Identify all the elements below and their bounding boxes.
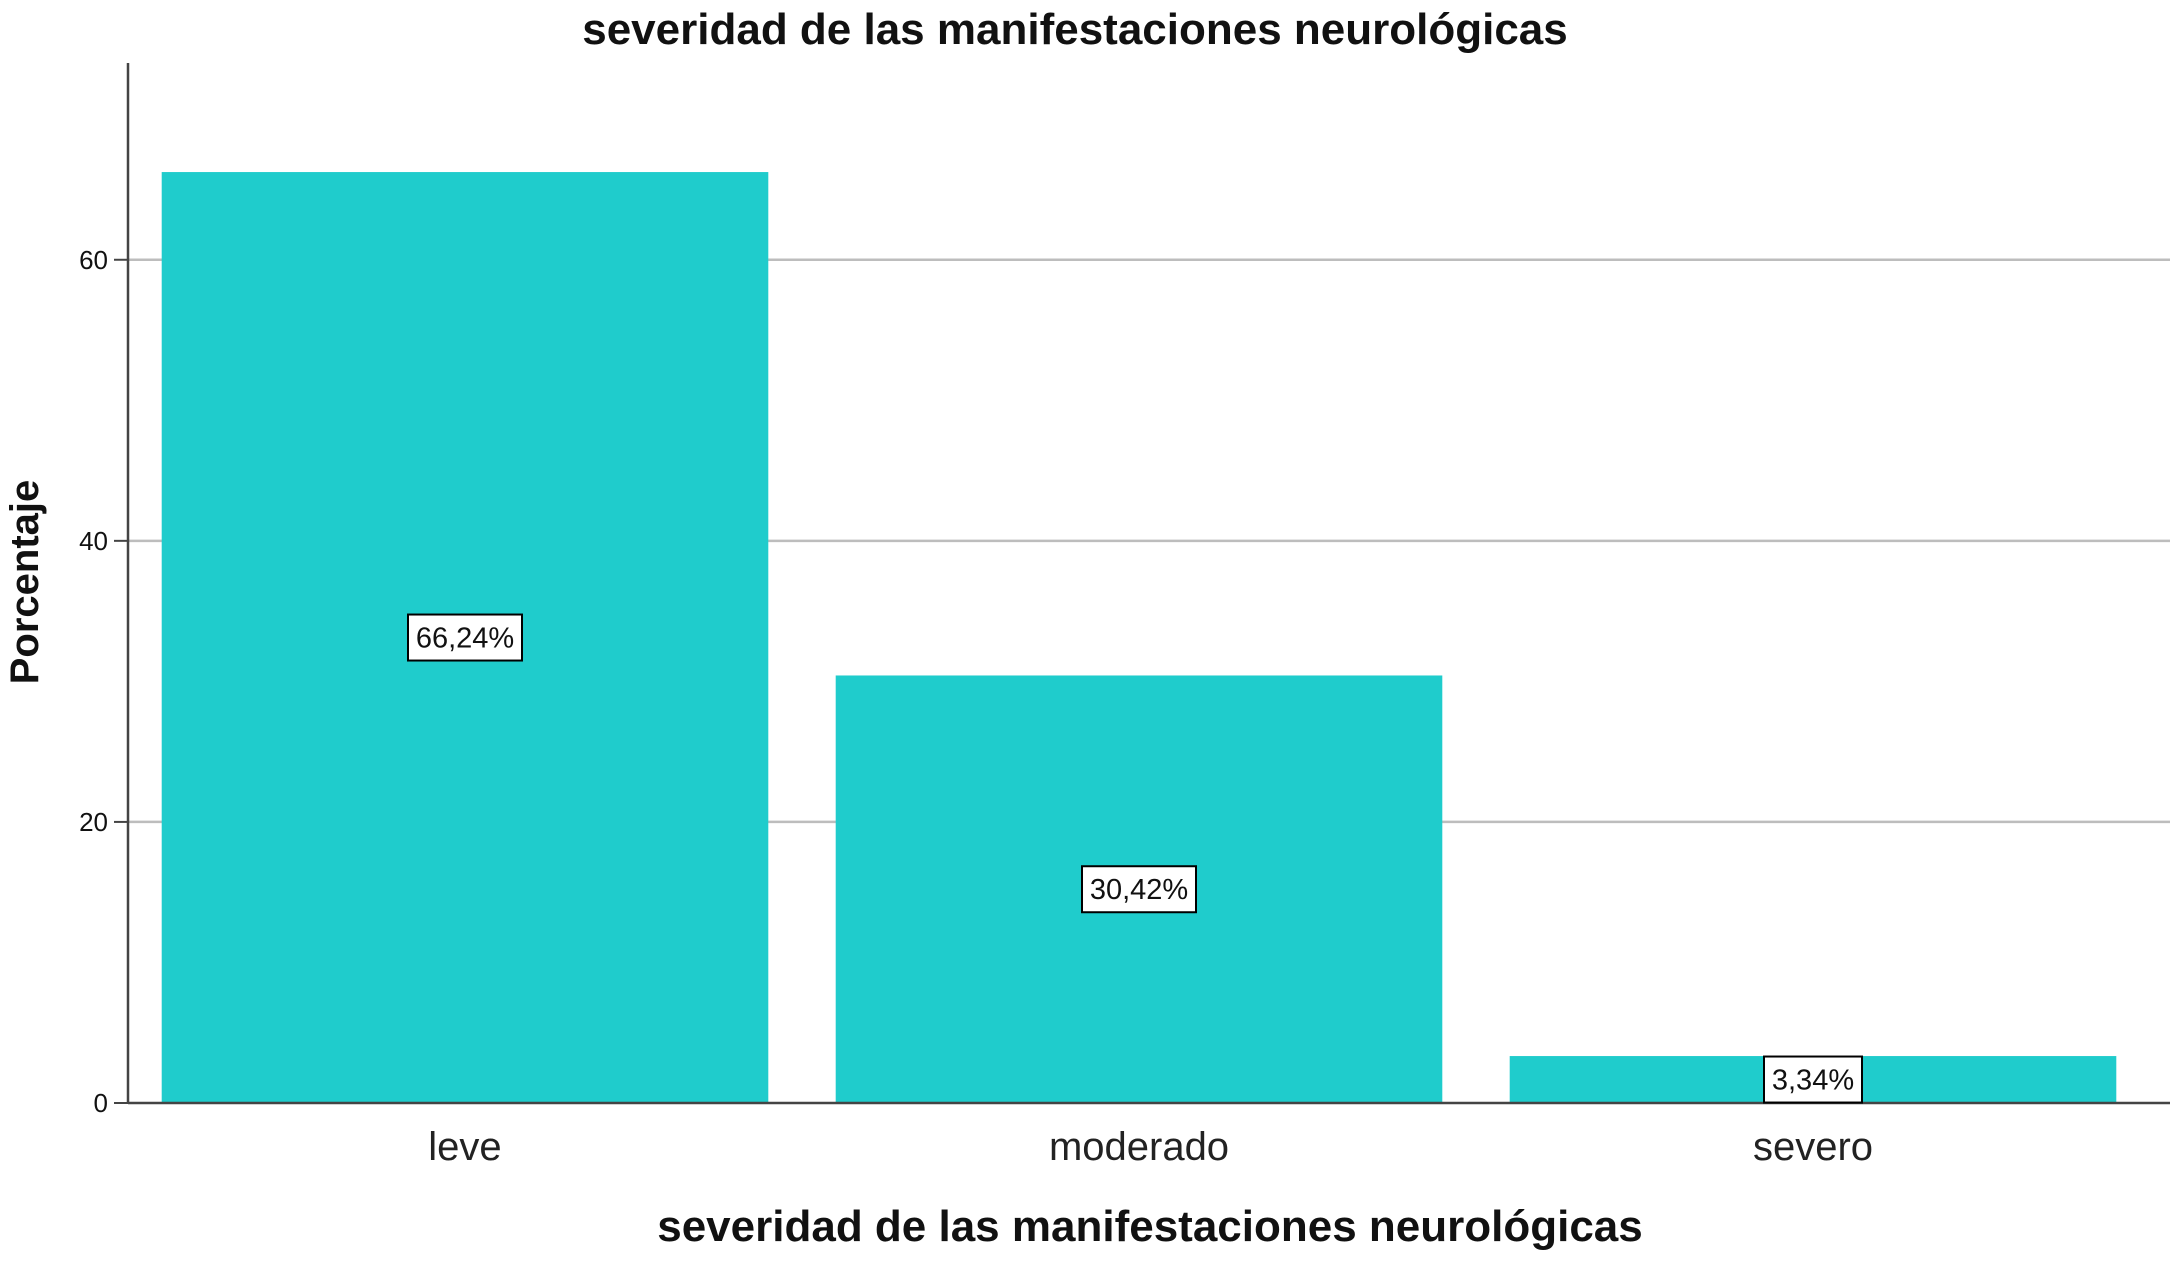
y-axis-title: Porcentaje (3, 480, 47, 685)
data-label: 30,42% (1081, 865, 1197, 914)
data-label-box (407, 613, 523, 662)
x-tick-label: moderado (1049, 1125, 1229, 1169)
data-label: 66,24% (407, 613, 523, 662)
data-label-text: 30,42% (1090, 874, 1188, 906)
y-tick-label: 40 (79, 526, 108, 556)
x-tick-label: severo (1753, 1125, 1873, 1169)
y-tick-label: 20 (79, 807, 108, 837)
chart-title: severidad de las manifestaciones neuroló… (582, 5, 1568, 54)
y-tick-labels: 0 20 40 60 (79, 245, 128, 1118)
y-tick-label: 60 (79, 245, 108, 275)
x-axis-title: severidad de las manifestaciones neuroló… (657, 1202, 1643, 1251)
data-label-text: 3,34% (1772, 1065, 1854, 1097)
x-tick-labels: leve moderado severo (428, 1125, 1873, 1169)
y-tick-label: 0 (94, 1088, 108, 1118)
x-tick-label: leve (428, 1125, 501, 1169)
data-label-box (1081, 865, 1197, 914)
data-labels: 66,24% 30,42% 3,34% (407, 613, 1863, 1104)
data-label-text: 66,24% (416, 623, 514, 655)
data-label: 3,34% (1763, 1055, 1863, 1104)
data-label-box (1763, 1055, 1863, 1104)
